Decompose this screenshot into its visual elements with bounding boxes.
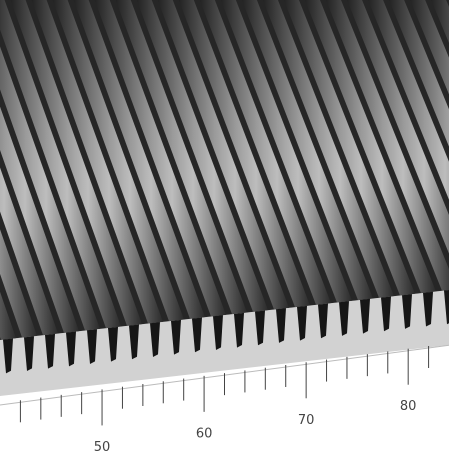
ridge xyxy=(175,0,310,308)
ridge xyxy=(70,0,205,319)
ridge xyxy=(301,0,436,294)
tooth xyxy=(318,303,328,339)
tooth xyxy=(213,315,223,350)
ridge xyxy=(364,0,449,287)
tooth xyxy=(108,326,118,362)
tooth xyxy=(171,319,181,355)
ridge xyxy=(49,0,184,322)
ridge xyxy=(259,0,394,298)
ridge xyxy=(0,0,121,329)
tooth xyxy=(360,298,370,334)
teeth xyxy=(3,290,449,374)
x-tick-label: 50 xyxy=(94,440,111,455)
ridge xyxy=(0,0,37,338)
tooth xyxy=(402,294,412,329)
ridge xyxy=(343,0,449,289)
ridge xyxy=(406,0,449,282)
tooth xyxy=(444,290,449,325)
ridge xyxy=(91,0,226,317)
ridge xyxy=(0,0,100,331)
ridges xyxy=(0,0,449,340)
ridge xyxy=(238,0,373,301)
tooth xyxy=(234,312,244,348)
ridge xyxy=(28,0,163,324)
tooth xyxy=(3,338,13,374)
ridge xyxy=(196,0,331,305)
base-plane xyxy=(0,290,449,396)
tooth xyxy=(381,296,391,332)
ridge xyxy=(7,0,142,326)
ridge xyxy=(322,0,449,291)
tooth xyxy=(45,333,55,369)
x-tick-label: 70 xyxy=(298,413,315,428)
tooth xyxy=(423,291,433,327)
tooth xyxy=(66,331,76,367)
ridge xyxy=(0,0,58,336)
ridge xyxy=(0,0,79,333)
tooth xyxy=(150,322,160,357)
tooth xyxy=(192,317,202,353)
tooth xyxy=(297,305,307,341)
x-axis: 50 60 70 80 xyxy=(0,344,449,455)
tooth xyxy=(339,301,349,336)
tooth xyxy=(255,310,265,346)
tooth xyxy=(24,336,34,371)
ridge xyxy=(385,0,449,284)
tooth xyxy=(87,329,97,364)
ridge xyxy=(217,0,352,303)
ridge xyxy=(112,0,247,315)
x-tick-label: 60 xyxy=(196,426,213,441)
ridge xyxy=(133,0,268,312)
ridge xyxy=(280,0,415,296)
tooth xyxy=(129,324,139,360)
tooth xyxy=(276,308,286,343)
x-tick-label: 80 xyxy=(400,399,417,414)
ridge xyxy=(154,0,289,310)
